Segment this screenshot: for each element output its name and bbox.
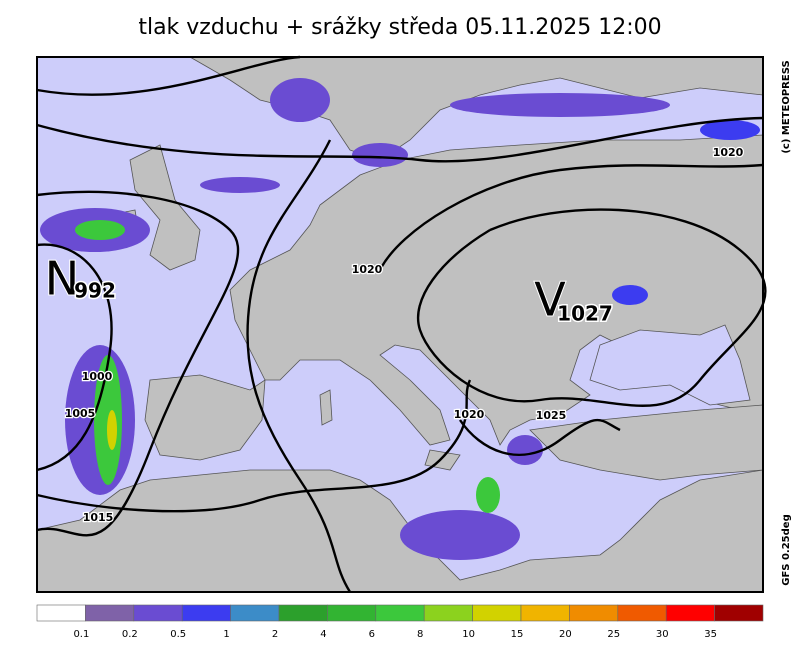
rain-area (200, 177, 280, 193)
legend-label: 10 (462, 629, 475, 640)
rain-area (400, 510, 520, 560)
pressure-value: 1027 (557, 302, 613, 326)
legend-swatch (617, 604, 667, 622)
isobar (36, 116, 764, 163)
model-name: GFS 0.25deg (781, 514, 792, 586)
land (36, 469, 764, 593)
isobar (36, 55, 301, 96)
island (319, 389, 333, 426)
legend-label: 30 (656, 629, 669, 640)
isobar-label: 1015 (83, 511, 114, 524)
land (529, 404, 764, 481)
legend-swatch (181, 604, 231, 622)
legend-swatch (230, 604, 280, 622)
legend-swatch (714, 604, 764, 622)
isobar-label: 1000 (82, 370, 113, 383)
legend-swatch (327, 604, 377, 622)
legend-swatch (472, 604, 522, 622)
rain-area (476, 477, 500, 513)
legend-label: 1 (223, 629, 229, 640)
isobar (417, 208, 767, 407)
isobar (459, 418, 621, 457)
pressure-letter: N (45, 252, 79, 306)
rain-area (352, 143, 408, 167)
legend: 0.1 0.2 0.5 1 2 4 6 8 10 15 20 25 30 35 (36, 604, 764, 640)
legend-swatch (278, 604, 328, 622)
rain-area (700, 120, 760, 140)
legend-swatch (520, 604, 570, 622)
rain-area (612, 285, 648, 305)
legend-label: 8 (417, 629, 423, 640)
credit: (c) METEOPRESS (781, 60, 792, 153)
legend-label: 0.1 (73, 629, 89, 640)
isobar-label: 1020 (352, 263, 383, 276)
legend-label: 25 (607, 629, 620, 640)
legend-swatch (85, 604, 135, 622)
legend-swatch (133, 604, 183, 622)
legend-label: 35 (704, 629, 717, 640)
legend-swatch (423, 604, 473, 622)
isobar (246, 139, 352, 593)
rain-area (507, 435, 543, 465)
legend-swatch (569, 604, 619, 622)
legend-swatch (375, 604, 425, 622)
black-sea (589, 324, 751, 406)
pressure-value: 992 (74, 279, 116, 303)
map-title: tlak vzduchu + srážky středa 05.11.2025 … (138, 15, 661, 40)
map-frame (36, 56, 764, 593)
isobar (36, 243, 113, 472)
isobar (36, 190, 240, 537)
isobars (36, 55, 767, 593)
isobar-label: 1020 (713, 146, 744, 159)
isobar-label: 1025 (536, 409, 567, 422)
isobar-label: 1020 (454, 408, 485, 421)
legend-label: 0.2 (122, 629, 138, 640)
land (129, 144, 201, 271)
isobar (36, 379, 472, 513)
legend-label: 20 (559, 629, 572, 640)
legend-label: 4 (320, 629, 326, 640)
legend-label: 2 (272, 629, 278, 640)
precipitation (40, 78, 760, 560)
legend-label: 6 (369, 629, 375, 640)
legend-swatch (665, 604, 715, 622)
land (144, 374, 266, 461)
legend-label: 15 (511, 629, 524, 640)
rain-area (75, 220, 125, 240)
legend-label: 0.5 (170, 629, 186, 640)
legend-swatch (36, 604, 86, 622)
rain-area (270, 78, 330, 122)
rain-area (107, 410, 117, 450)
map (36, 55, 767, 593)
rain-area (450, 93, 670, 117)
isobar (378, 163, 764, 271)
isobar-label: 1005 (65, 407, 96, 420)
pressure-letter: V (534, 273, 566, 327)
